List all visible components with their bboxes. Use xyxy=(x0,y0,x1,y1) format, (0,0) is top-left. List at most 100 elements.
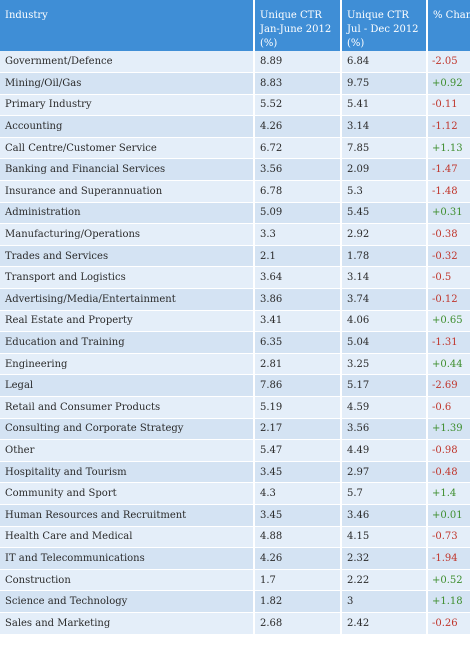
cell-industry: Engineering xyxy=(0,353,255,376)
table-row: Primary Industry 5.52 5.41 -0.11 xyxy=(0,94,470,117)
cell-change: +1.18 xyxy=(427,590,470,613)
table-header: Industry Unique CTR Jan-June 2012 (%) Un… xyxy=(0,0,470,51)
cell-ctr-h1: 7.86 xyxy=(254,374,342,397)
cell-ctr-h2: 2.92 xyxy=(341,223,428,246)
cell-ctr-h2: 7.85 xyxy=(341,137,428,160)
table-row: Human Resources and Recruitment 3.45 3.46 +… xyxy=(0,504,470,527)
cell-industry: Advertising/Media/Entertainment xyxy=(0,288,255,311)
cell-change: +0.31 xyxy=(427,202,470,225)
cell-ctr-h1: 6.78 xyxy=(254,180,342,203)
cell-industry: Construction xyxy=(0,569,255,592)
cell-change: +0.65 xyxy=(427,310,470,333)
cell-change: -0.6 xyxy=(427,396,470,419)
cell-ctr-h1: 3.45 xyxy=(254,504,342,527)
cell-ctr-h2: 3.14 xyxy=(341,266,428,290)
cell-change: +0.01 xyxy=(427,504,470,527)
cell-ctr-h1: 2.68 xyxy=(254,612,342,635)
cell-industry: Science and Technology xyxy=(0,590,255,613)
cell-ctr-h2: 3.46 xyxy=(341,504,428,527)
cell-ctr-h2: 5.41 xyxy=(341,94,428,117)
cell-ctr-h2: 5.17 xyxy=(341,374,428,397)
cell-ctr-h1: 5.19 xyxy=(254,396,342,419)
cell-industry: Other xyxy=(0,439,255,462)
cell-ctr-h2: 5.7 xyxy=(341,482,428,505)
cell-change: -0.48 xyxy=(427,461,470,484)
cell-industry: Health Care and Medical xyxy=(0,526,255,549)
cell-ctr-h1: 2.81 xyxy=(254,353,342,376)
cell-industry: Legal xyxy=(0,374,255,397)
table-body: Government/Defence 8.89 6.84 -2.05 Mining/Oi… xyxy=(0,51,470,635)
cell-ctr-h1: 6.72 xyxy=(254,137,342,160)
cell-change: -1.94 xyxy=(427,547,470,570)
cell-industry: Community and Sport xyxy=(0,482,255,505)
table-row: Insurance and Superannuation 6.78 5.3 -1.48 xyxy=(0,180,470,203)
cell-ctr-h2: 3.56 xyxy=(341,418,428,441)
table-row: Construction 1.7 2.22 +0.52 xyxy=(0,569,470,592)
table-row: Sales and Marketing 2.68 2.42 -0.26 xyxy=(0,612,470,635)
cell-ctr-h2: 5.3 xyxy=(341,180,428,203)
table-row: Administration 5.09 5.45 +0.31 xyxy=(0,202,470,225)
cell-industry: Primary Industry xyxy=(0,94,255,117)
cell-industry: Insurance and Superannuation xyxy=(0,180,255,203)
cell-change: -1.12 xyxy=(427,115,470,138)
cell-ctr-h1: 3.3 xyxy=(254,223,342,246)
table-row: Health Care and Medical 4.88 4.15 -0.73 xyxy=(0,526,470,549)
cell-industry: IT and Telecommunications xyxy=(0,547,255,570)
cell-change: -0.11 xyxy=(427,94,470,117)
table-row: Hospitality and Tourism 3.45 2.97 -0.48 xyxy=(0,461,470,484)
table-row: Community and Sport 4.3 5.7 +1.4 xyxy=(0,482,470,505)
cell-change: +0.44 xyxy=(427,353,470,376)
cell-ctr-h1: 3.41 xyxy=(254,310,342,333)
table-row: Banking and Financial Services 3.56 2.09 -1… xyxy=(0,158,470,182)
cell-industry: Mining/Oil/Gas xyxy=(0,72,255,95)
cell-ctr-h1: 3.56 xyxy=(254,158,342,182)
cell-industry: Administration xyxy=(0,202,255,225)
cell-ctr-h2: 2.42 xyxy=(341,612,428,635)
cell-ctr-h2: 4.49 xyxy=(341,439,428,462)
cell-ctr-h2: 1.78 xyxy=(341,245,428,268)
cell-change: +0.52 xyxy=(427,569,470,592)
header-row: Industry Unique CTR Jan-June 2012 (%) Un… xyxy=(0,0,470,51)
cell-industry: Human Resources and Recruitment xyxy=(0,504,255,527)
cell-industry: Government/Defence xyxy=(0,51,255,74)
cell-ctr-h2: 3.74 xyxy=(341,288,428,311)
cell-ctr-h1: 8.83 xyxy=(254,72,342,95)
cell-ctr-h1: 3.86 xyxy=(254,288,342,311)
table-row: Legal 7.86 5.17 -2.69 xyxy=(0,374,470,397)
cell-industry: Retail and Consumer Products xyxy=(0,396,255,419)
cell-industry: Accounting xyxy=(0,115,255,138)
cell-ctr-h1: 4.26 xyxy=(254,115,342,138)
cell-ctr-h1: 6.35 xyxy=(254,331,342,354)
cell-ctr-h2: 3.25 xyxy=(341,353,428,376)
cell-change: -0.5 xyxy=(427,266,470,290)
cell-ctr-h1: 4.3 xyxy=(254,482,342,505)
table-row: IT and Telecommunications 4.26 2.32 -1.94 xyxy=(0,547,470,570)
table-row: Accounting 4.26 3.14 -1.12 xyxy=(0,115,470,138)
cell-change: +1.39 xyxy=(427,418,470,441)
table-row: Call Centre/Customer Service 6.72 7.85 +1.1… xyxy=(0,137,470,160)
cell-ctr-h1: 5.52 xyxy=(254,94,342,117)
cell-ctr-h2: 9.75 xyxy=(341,72,428,95)
cell-change: -0.32 xyxy=(427,245,470,268)
table-row: Other 5.47 4.49 -0.98 xyxy=(0,439,470,462)
cell-change: +0.92 xyxy=(427,72,470,95)
cell-ctr-h1: 2.1 xyxy=(254,245,342,268)
table-row: Real Estate and Property 3.41 4.06 +0.65 xyxy=(0,310,470,333)
table-row: Transport and Logistics 3.64 3.14 -0.5 xyxy=(0,266,470,290)
cell-change: -0.26 xyxy=(427,612,470,635)
cell-ctr-h2: 6.84 xyxy=(341,51,428,74)
table-row: Retail and Consumer Products 5.19 4.59 -0.6 xyxy=(0,396,470,419)
cell-change: -1.47 xyxy=(427,158,470,182)
cell-ctr-h1: 4.88 xyxy=(254,526,342,549)
cell-ctr-h1: 4.26 xyxy=(254,547,342,570)
cell-ctr-h2: 4.06 xyxy=(341,310,428,333)
cell-ctr-h1: 3.64 xyxy=(254,266,342,290)
table-row: Advertising/Media/Entertainment 3.86 3.74-… xyxy=(0,288,470,311)
cell-change: +1.4 xyxy=(427,482,470,505)
cell-industry: Banking and Financial Services xyxy=(0,158,255,182)
cell-ctr-h2: 2.09 xyxy=(341,158,428,182)
cell-ctr-h2: 4.59 xyxy=(341,396,428,419)
cell-ctr-h2: 4.15 xyxy=(341,526,428,549)
header-industry: Industry xyxy=(0,0,255,51)
